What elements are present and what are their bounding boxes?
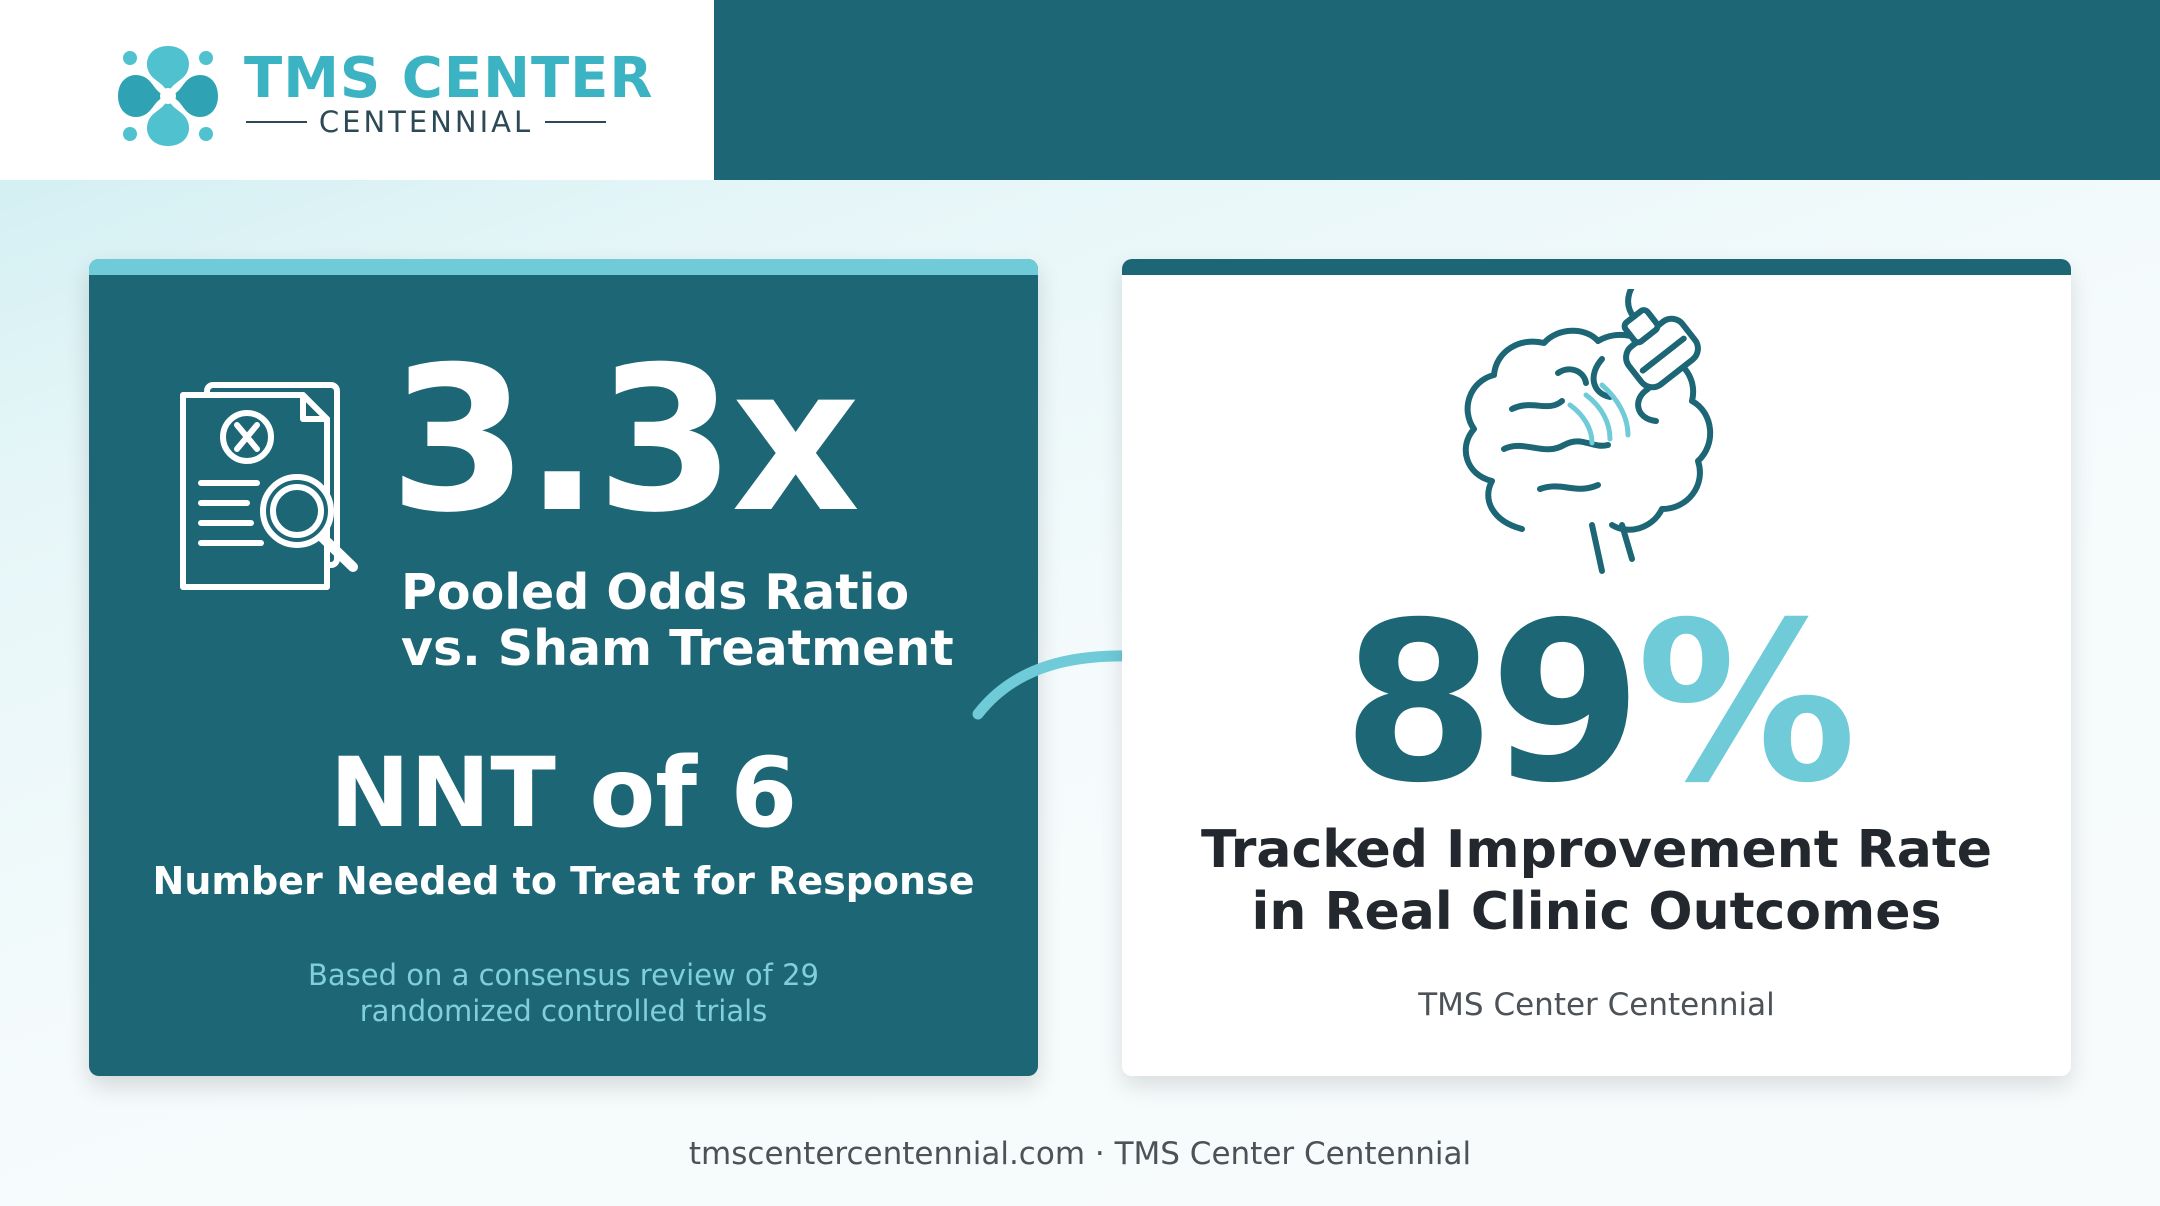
- card-accent-bar: [89, 259, 1038, 275]
- logo-subtitle-row: CENTENNIAL: [246, 104, 606, 140]
- footnote-line2: randomized controlled trials: [359, 994, 768, 1029]
- odds-ratio-value: 3.3x: [389, 324, 860, 557]
- outcomes-card: 89% Tracked Improvement Rate in Real Cli…: [1122, 259, 2071, 1076]
- header-logo-panel: TMS CENTER CENTENNIAL: [0, 0, 714, 180]
- logo-title: TMS CENTER: [244, 46, 654, 111]
- improvement-rate-label: Tracked Improvement Rate in Real Clinic …: [1122, 819, 2071, 944]
- logo-divider-right: [545, 121, 606, 123]
- odds-ratio-label: Pooled Odds Ratio vs. Sham Treatment: [401, 564, 954, 678]
- nnt-label: Number Needed to Treat for Response: [152, 859, 975, 903]
- brain-tms-coil-icon: [1462, 289, 1713, 574]
- logo-divider-left: [246, 121, 307, 123]
- evidence-footnote: Based on a consensus review of 29 random…: [89, 957, 1038, 1030]
- logo-subtitle: CENTENNIAL: [318, 105, 534, 139]
- improvement-rate-percent-sign: %: [1636, 575, 1856, 831]
- improvement-rate: 89%: [1122, 593, 2071, 813]
- logo-icon: [118, 46, 218, 146]
- improvement-rate-label-line1: Tracked Improvement Rate: [1200, 820, 1993, 880]
- odds-ratio-label-line1: Pooled Odds Ratio: [401, 564, 910, 621]
- outcomes-source: TMS Center Centennial: [1418, 987, 1775, 1023]
- nnt-value: NNT of 6: [329, 737, 798, 849]
- evidence-card: 3.3x Pooled Odds Ratio vs. Sham Treatmen…: [89, 259, 1038, 1076]
- odds-ratio-label-line2: vs. Sham Treatment: [401, 620, 954, 678]
- footer-credit: tmscentercentennial.com · TMS Center Cen…: [688, 1136, 1472, 1172]
- footnote-line1: Based on a consensus review of 29: [308, 958, 819, 992]
- research-document-magnifier-icon: [180, 382, 358, 590]
- card-accent-bar: [1122, 259, 2071, 275]
- header-banner: [714, 0, 2160, 180]
- improvement-rate-number: 89: [1342, 575, 1642, 831]
- improvement-rate-label-line2: in Real Clinic Outcomes: [1251, 882, 1942, 943]
